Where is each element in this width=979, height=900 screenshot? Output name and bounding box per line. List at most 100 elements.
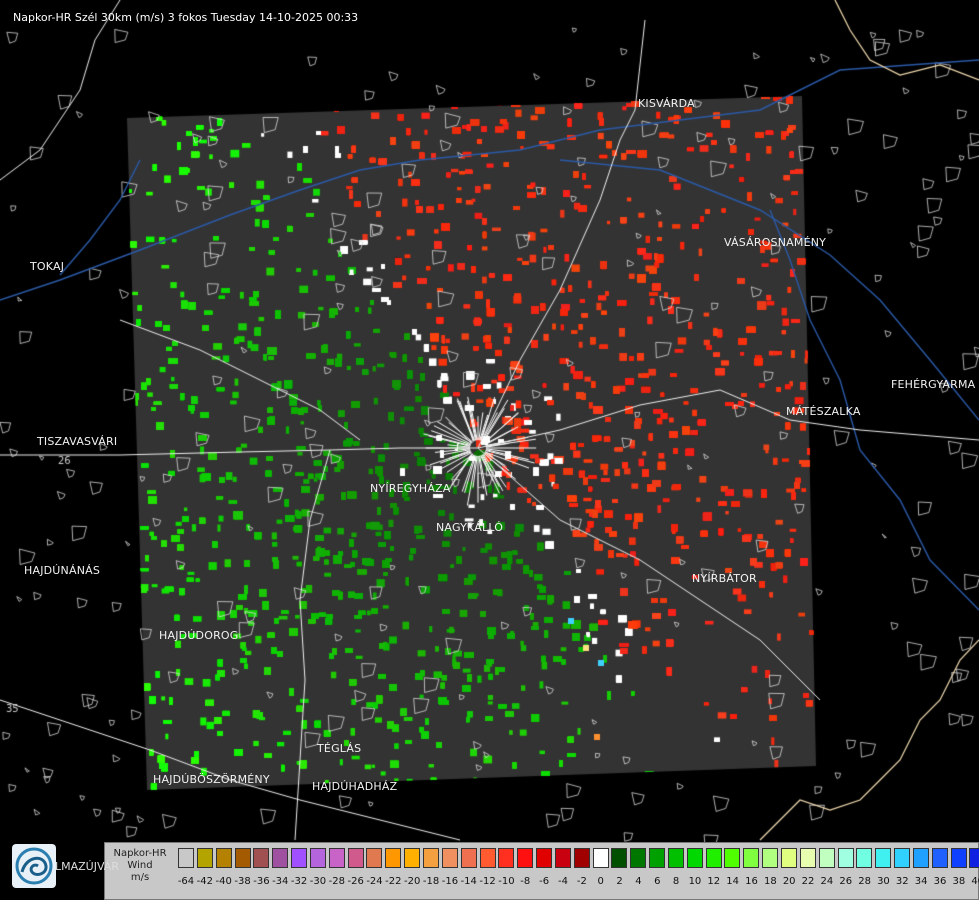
legend-tick-label: -64	[177, 876, 195, 887]
city-label-vasarosnameny: VÁSÁROSNAMÉNY	[724, 236, 827, 249]
legend-swatch	[969, 848, 979, 868]
legend-unit: m/s	[130, 872, 150, 883]
legend-tick-label: -6	[539, 876, 550, 887]
legend-swatch	[630, 848, 647, 868]
legend-swatch	[441, 848, 458, 868]
legend-tick-label: 24	[820, 876, 834, 887]
legend-tick-label: -12	[479, 876, 496, 887]
city-label-hajdunanas: HAJDÚNÁNÁS	[24, 564, 101, 577]
legend-tick-label: 38	[952, 876, 966, 887]
legend-swatch	[611, 848, 628, 868]
legend-swatch	[856, 848, 873, 868]
legend-tick-label: -34	[272, 876, 289, 887]
city-label-nyirbator: NYÍRBÁTOR	[692, 572, 757, 585]
legend-swatch	[498, 848, 515, 868]
legend-quantity: Wind	[127, 860, 153, 871]
legend-tick-label: 2	[616, 876, 623, 887]
legend-swatch	[592, 848, 609, 868]
legend-tick-label: 36	[933, 876, 947, 887]
city-label-hajdudorog: HAJDÚDOROG	[159, 629, 239, 642]
legend-swatch	[234, 848, 251, 868]
legend-tick-label: -24	[366, 876, 383, 887]
city-label-nagykallo: NAGYKÁLLÓ	[436, 521, 504, 534]
legend-tick-label: 18	[763, 876, 777, 887]
legend-tick-label: 8	[672, 876, 680, 887]
legend-swatch	[950, 848, 967, 868]
legend-swatch	[366, 848, 383, 868]
city-label-fehergyarmat: FEHÉRGYARMA	[891, 378, 976, 391]
legend-tick-label: 4	[635, 876, 642, 887]
legend-tick-label: 12	[707, 876, 721, 887]
legend-swatch	[385, 848, 402, 868]
legend-swatches	[178, 848, 979, 868]
city-label-hajduhadhaz: HAJDÚHADHÁZ	[312, 780, 398, 793]
legend-swatch	[178, 848, 194, 868]
legend-tick-label: 40	[971, 876, 979, 887]
legend-tick-label: 26	[839, 876, 853, 887]
legend-tick-label: 28	[858, 876, 871, 887]
legend-title: Napkor-HR Wind m/s	[106, 848, 174, 884]
legend-tick-label: -16	[441, 876, 459, 887]
legend-tick-label: -32	[290, 876, 308, 887]
legend-swatch	[724, 848, 741, 868]
city-label-tiszavasvari: TISZAVASVÁRI	[37, 435, 118, 448]
legend-tick-label: 22	[801, 876, 815, 887]
legend-tick-label: -14	[460, 876, 477, 887]
legend-swatch	[460, 848, 477, 868]
legend-tick-label: -2	[576, 876, 587, 887]
legend-swatch	[309, 848, 326, 868]
legend-source: Napkor-HR	[113, 848, 167, 859]
legend-swatch	[404, 848, 421, 868]
legend-swatch	[536, 848, 553, 868]
city-label-almazujvar: LMAZÚJVÁR	[55, 860, 119, 873]
legend-swatch	[347, 848, 364, 868]
legend-tick-label: 14	[726, 876, 740, 887]
legend-swatch	[762, 848, 779, 868]
legend-swatch	[573, 848, 590, 868]
legend-tick-label: 32	[895, 876, 909, 887]
legend-swatch	[517, 848, 534, 868]
legend-tick-label: 0	[597, 876, 604, 887]
legend-swatch	[837, 848, 854, 868]
legend-tick-label: 16	[745, 876, 758, 887]
legend-swatch	[818, 848, 835, 868]
page-title: Napkor-HR Szél 30km (m/s) 3 fokos Tuesda…	[13, 11, 359, 24]
legend-swatch	[912, 848, 929, 868]
legend-swatch	[875, 848, 892, 868]
city-label-mateszalka: MÁTÉSZALKA	[786, 405, 861, 418]
legend-swatch	[272, 848, 289, 868]
legend-swatch	[894, 848, 911, 868]
legend-tick-label: -30	[309, 876, 327, 887]
legend-swatch	[291, 848, 308, 868]
legend-swatch	[479, 848, 496, 868]
legend-swatch	[743, 848, 760, 868]
city-label-hajduboszormeny: HAJDÚBÖSZÖRMÉNY	[153, 773, 270, 786]
legend-swatch	[554, 848, 571, 868]
legend-tick-label: -28	[328, 876, 345, 887]
legend-tick-label: -40	[215, 876, 232, 887]
city-label-nyiregyhaza: NYÍREGYHÁZA	[370, 482, 451, 495]
legend-ticks: -64 -42 -40 -38 -36 -34 -32 -30 -28 -26 -24 -22 -20-…	[177, 876, 979, 890]
city-label-tokaj: TOKAJ	[30, 260, 65, 273]
legend-tick-label: -38	[234, 876, 251, 887]
legend-tick-label: 6	[654, 876, 661, 887]
legend-tick-label: -8	[520, 876, 531, 887]
legend-tick-label: 10	[688, 876, 702, 887]
legend-tick-label: -10	[498, 876, 515, 887]
legend-swatch	[667, 848, 684, 868]
legend-swatch	[799, 848, 816, 868]
legend-swatch	[705, 848, 722, 868]
legend-tick-label: -18	[422, 876, 440, 887]
legend-tick-label: -36	[253, 876, 270, 887]
legend-tick-label: -20	[404, 876, 421, 887]
city-label-teglas: TÉGLÁS	[317, 742, 362, 755]
legend-tick-label: -26	[347, 876, 364, 887]
legend-tick-label: -42	[196, 876, 214, 887]
legend-swatch	[215, 848, 232, 868]
radar-logo-icon	[12, 844, 56, 888]
legend-tick-label: -22	[385, 876, 402, 887]
legend-swatch	[328, 848, 345, 868]
legend-swatch	[931, 848, 948, 868]
legend-swatch	[422, 848, 439, 868]
